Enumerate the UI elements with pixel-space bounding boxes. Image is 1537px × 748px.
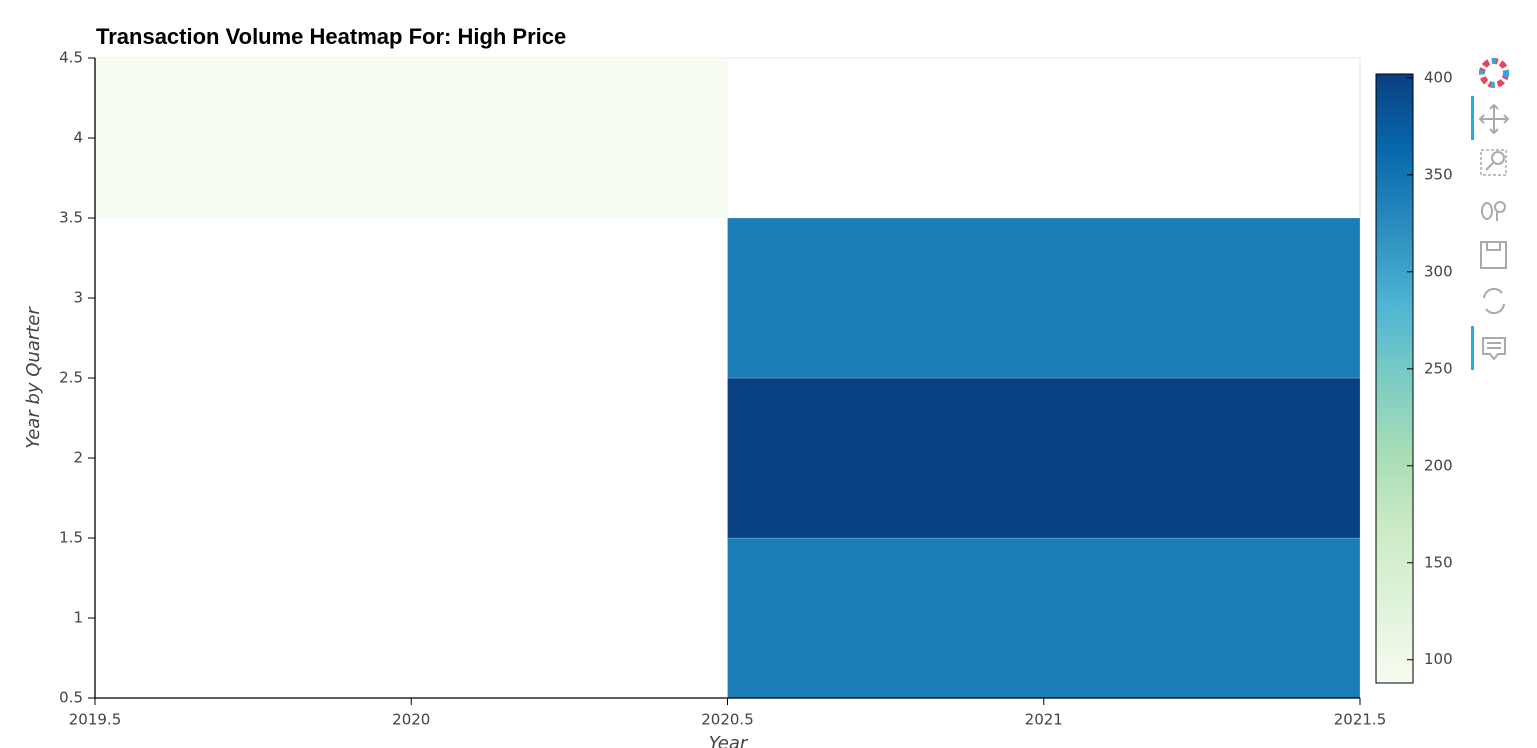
y-tick-label: 3 [73, 289, 83, 307]
chart-title: Transaction Volume Heatmap For: High Pri… [96, 24, 566, 49]
y-tick-label: 0.5 [59, 689, 83, 707]
colorbar-tick-label: 300 [1424, 262, 1453, 280]
x-tick-label: 2019.5 [69, 711, 122, 729]
pan-tool[interactable] [1478, 103, 1510, 135]
heatmap-cell [727, 217, 1361, 379]
y-tick-label: 2.5 [59, 369, 83, 387]
colorbar-tick-label: 250 [1424, 359, 1453, 377]
colorbar-tick-label: 350 [1424, 165, 1453, 183]
active-indicator [1471, 326, 1474, 370]
y-tick-label: 3.5 [59, 209, 83, 227]
y-axis-label: Year by Quarter [23, 306, 44, 449]
y-tick-label: 1.5 [59, 529, 83, 547]
x-axis-label: Year [709, 733, 749, 748]
y-tick-label: 4 [73, 129, 83, 147]
colorbar [1375, 73, 1414, 684]
y-tick-label: 4.5 [59, 49, 83, 67]
heatmap-cell [727, 377, 1361, 539]
colorbar-tick-label: 200 [1424, 456, 1453, 474]
toolbar [1471, 58, 1510, 370]
x-tick-label: 2021.5 [1334, 711, 1387, 729]
active-indicator [1471, 96, 1474, 140]
colorbar-tick-label: 150 [1424, 553, 1453, 571]
x-tick-label: 2020 [392, 711, 430, 729]
x-tick-label: 2021 [1025, 711, 1063, 729]
reset-tool[interactable] [1483, 287, 1505, 315]
colorbar-tick-label: 100 [1424, 650, 1453, 668]
y-tick-label: 2 [73, 449, 83, 467]
heatmap-cell [727, 537, 1361, 699]
box-zoom-tool[interactable] [1480, 149, 1507, 176]
heatmap-cell [94, 57, 728, 219]
save-tool[interactable] [1480, 241, 1507, 269]
x-tick-label: 2020.5 [701, 711, 754, 729]
wheel-zoom-tool[interactable] [1481, 201, 1506, 221]
y-tick-label: 1 [73, 609, 83, 627]
colorbar-tick-label: 400 [1424, 68, 1453, 86]
bokeh-logo[interactable] [1479, 58, 1509, 88]
hover-tool[interactable] [1482, 337, 1506, 361]
